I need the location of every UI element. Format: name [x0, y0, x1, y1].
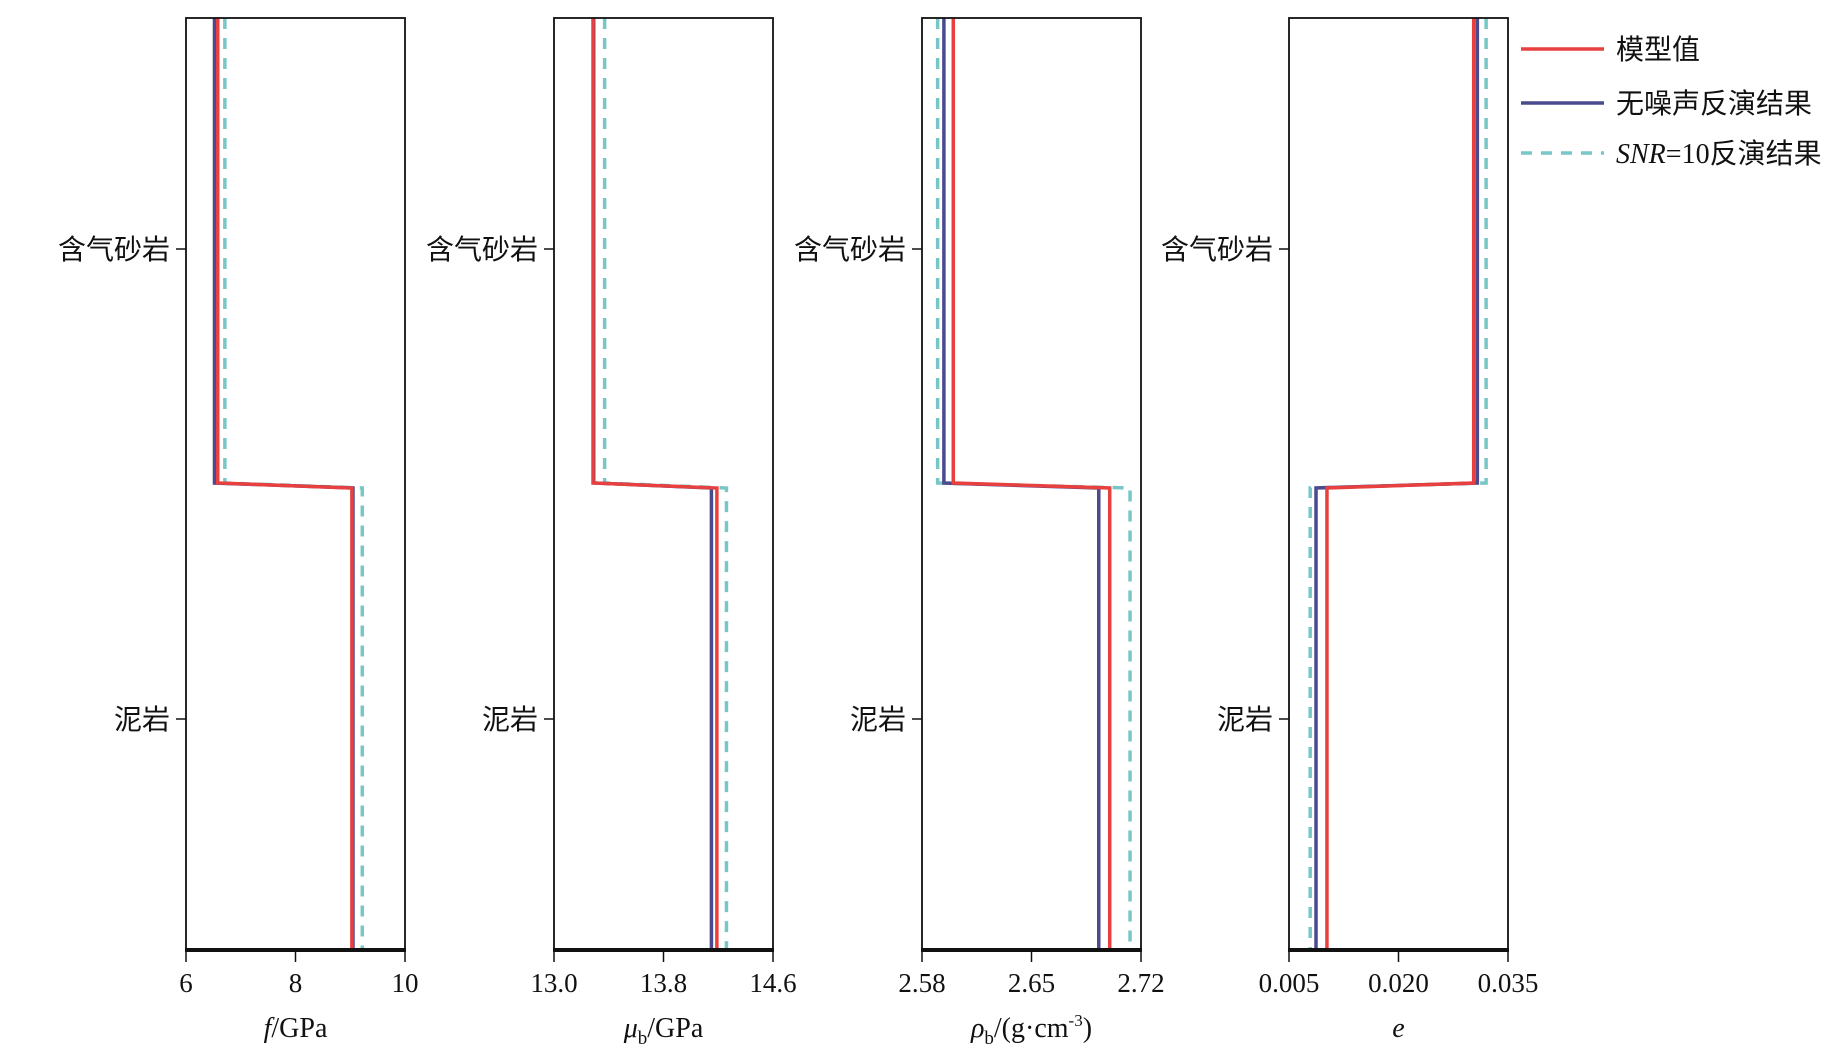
x-tick-label: 6: [179, 968, 193, 998]
x-label-unit: /GPa: [271, 1013, 328, 1044]
x-label-unit: /GPa: [647, 1013, 704, 1044]
y-tick-label: 泥岩: [482, 704, 538, 736]
series-line-model: [591, 18, 719, 950]
x-label-symbol: ρ: [970, 1013, 984, 1044]
legend-label: 无噪声反演结果: [1616, 88, 1812, 120]
x-tick-label: 13.0: [530, 968, 577, 998]
legend-label-italic: SNR: [1616, 139, 1666, 170]
y-tick-label: 泥岩: [1217, 704, 1273, 736]
x-label-subscript: b: [638, 1028, 648, 1049]
x-label-tail: ): [1083, 1013, 1092, 1044]
x-label-symbol: f: [264, 1013, 275, 1044]
x-tick-label: 2.72: [1117, 968, 1164, 998]
x-axis-label: f/GPa: [264, 1013, 328, 1044]
x-tick-label: 2.58: [898, 968, 945, 998]
x-tick-label: 0.020: [1368, 968, 1429, 998]
legend-label: SNR=10反演结果: [1616, 138, 1822, 170]
x-label-subscript: b: [984, 1028, 994, 1049]
y-tick-label: 含气砂岩: [58, 234, 170, 266]
y-tick-label: 含气砂岩: [1161, 234, 1273, 266]
legend-label-text: 无噪声反演结果: [1616, 88, 1812, 120]
legend-item-snr10: SNR=10反演结果: [1521, 138, 1822, 170]
series-line-model: [951, 18, 1112, 950]
series-line-model: [1325, 18, 1476, 950]
legend-label: 模型值: [1616, 34, 1700, 66]
x-label-symbol: e: [1392, 1013, 1404, 1044]
y-tick-label: 含气砂岩: [794, 234, 906, 266]
x-tick-label: 10: [392, 968, 419, 998]
x-label-unit: /(g·cm: [994, 1013, 1069, 1044]
x-axis-label: ρb/(g·cm-3): [970, 1011, 1092, 1049]
legend-item-model: 模型值: [1521, 34, 1700, 66]
legend-label-text: =10反演结果: [1666, 138, 1822, 170]
x-tick-label: 0.035: [1478, 968, 1539, 998]
y-tick-label: 泥岩: [850, 704, 906, 736]
x-label-symbol: μ: [623, 1013, 638, 1044]
legend-item-noisefree: 无噪声反演结果: [1521, 88, 1812, 120]
series-line-model: [216, 18, 354, 950]
y-tick-label: 泥岩: [114, 704, 170, 736]
x-tick-label: 14.6: [749, 968, 796, 998]
x-label-superscript: -3: [1069, 1011, 1083, 1030]
x-tick-label: 8: [289, 968, 303, 998]
y-tick-label: 含气砂岩: [426, 234, 538, 266]
x-axis-label: e: [1392, 1013, 1404, 1044]
x-tick-label: 13.8: [640, 968, 687, 998]
legend-label-text: 模型值: [1616, 34, 1700, 66]
x-tick-label: 0.005: [1259, 968, 1320, 998]
x-axis-label: μb/GPa: [623, 1013, 704, 1049]
x-tick-label: 2.65: [1008, 968, 1055, 998]
